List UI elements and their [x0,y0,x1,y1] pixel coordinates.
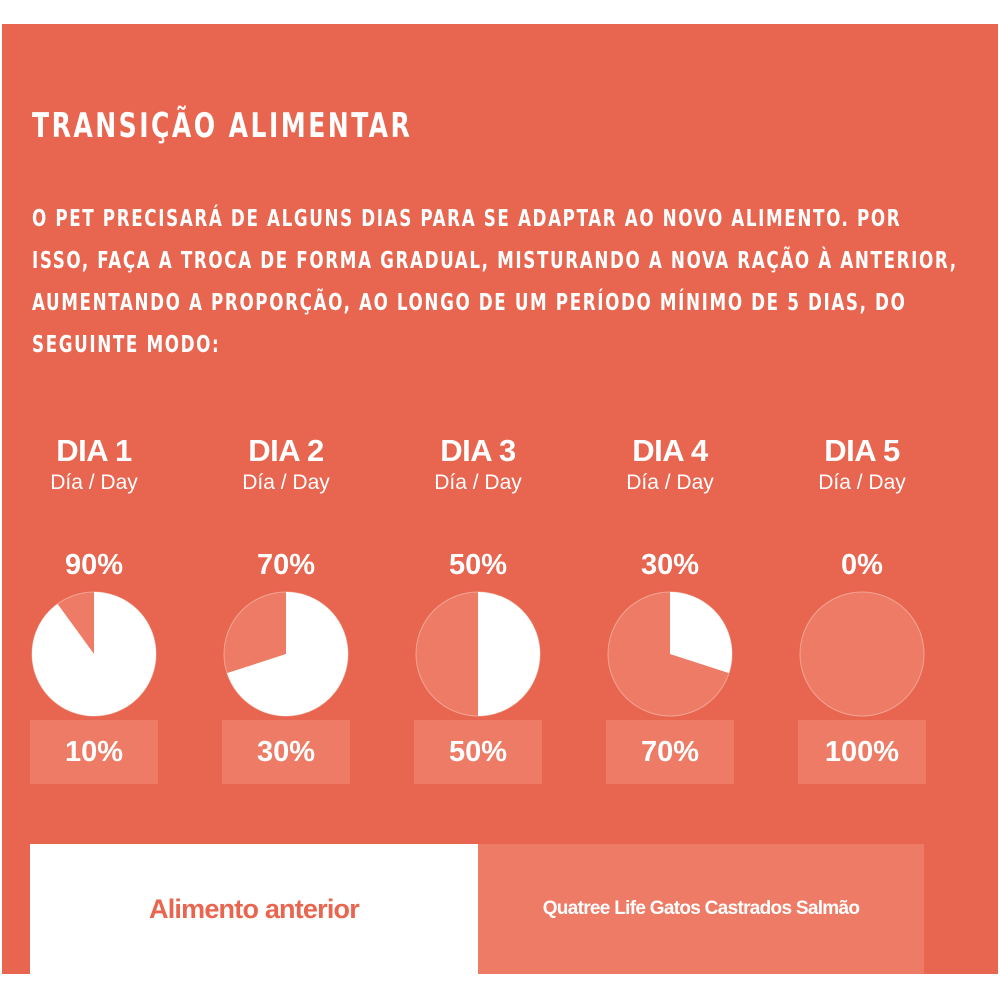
proportion-pie-chart [223,591,349,717]
new-food-percent: 10% [30,720,158,784]
day-title: DIA 4 [632,433,708,468]
proportion-pie-chart [799,591,925,717]
previous-food-percent: 70% [256,549,316,581]
day-2-column: DIA 2 Día / Day 70% 30% [222,433,350,784]
previous-food-percent: 90% [64,549,124,581]
previous-food-percent: 50% [448,549,508,581]
day-5-column: DIA 5 Día / Day 0% 100% [798,433,926,784]
proportion-pie-chart [415,591,541,717]
feeding-transition-panel: Transição Alimentar O pet precisará de a… [2,24,998,974]
day-subtitle: Día / Day [50,471,138,494]
day-title: DIA 2 [248,433,324,468]
new-food-percent: 50% [414,720,542,784]
previous-food-slice [32,592,157,716]
proportion-pie-chart [607,591,733,717]
day-title: DIA 1 [56,433,132,468]
day-subtitle: Día / Day [626,471,714,494]
new-food-percent: 100% [798,720,926,784]
previous-food-percent: 30% [640,549,700,581]
proportion-pie-chart [31,591,157,717]
previous-food-slice [478,592,540,716]
new-food-slice [799,591,925,717]
day-subtitle: Día / Day [434,471,522,494]
legend-previous-food: Alimento anterior [30,844,478,974]
new-food-percent: 70% [606,720,734,784]
new-food-percent: 30% [222,720,350,784]
day-3-column: DIA 3 Día / Day 50% 50% [414,433,542,784]
day-subtitle: Día / Day [242,471,330,494]
previous-food-percent: 0% [841,549,883,581]
day-1-column: DIA 1 Día / Day 90% 10% [30,433,158,784]
day-title: DIA 3 [440,433,516,468]
day-title: DIA 5 [824,433,900,468]
legend-new-food: Quatree Life Gatos Castrados Salmão [478,844,924,974]
previous-food-slice [227,592,348,716]
previous-food-slice [670,592,733,674]
page-title: Transição Alimentar [32,106,413,146]
day-subtitle: Día / Day [818,471,906,494]
intro-text: O pet precisará de alguns dias para se a… [32,206,958,358]
day-4-column: DIA 4 Día / Day 30% 70% [606,433,734,784]
